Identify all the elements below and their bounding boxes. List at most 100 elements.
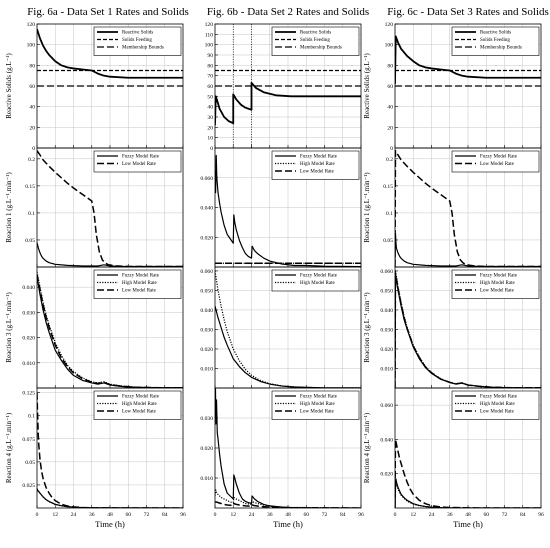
panel-title-6b-solids: Fig. 6b - Data Set 2 Rates and Solids [207,6,369,18]
panel-6c-r3: 0.010 0.020 0.030 0.040 0.050 0.060 Fuzzy Mode… [363,266,542,389]
legend-label: High Model Rate [300,281,335,286]
legend-label: Low Model Rate [480,410,515,415]
x-tick-label: 60 [483,512,489,518]
panel-6b-r4: 0.010 0.020 0.030 0 12 24 36 48 60 72 84 96 Fuzzy Mo… [200,387,364,529]
series-line-high-model-rate [37,488,183,508]
plot-frame [214,387,362,509]
panel-6c-solids: Fig. 6c - Data Set 3 Rates and Solids 0 20… [363,6,549,152]
legend-label: Low Model Rate [480,162,515,167]
y-tick-label: 60 [387,84,393,90]
legend: Reactive Solids Solids Feeding Membership … [271,26,360,56]
series-line-fuzzy-model-rate [215,154,361,267]
y-tick-label: 0.010 [380,366,393,372]
y-tick-label: 0.050 [380,288,393,294]
panel-6b-r1: 0.020 0.040 0.060 Fuzzy Model Rate High Mode… [200,147,362,268]
y-tick-label: 120 [205,22,214,28]
legend-label: Low Model Rate [480,289,515,294]
panel-title-6a-solids: Fig. 6a - Data Set 1 Rates and Solids [27,6,189,18]
legend-label: Fuzzy Model Rate [122,274,160,279]
y-tick-label: 0.020 [200,446,213,452]
y-tick-label: 0.030 [200,327,213,333]
legend: Fuzzy Model Rate High Model Rate Low Model… [451,390,540,420]
legend-label: Reactive Solids [300,31,331,36]
legend-label: High Model Rate [122,402,157,407]
panel-6a-r3: 0.010 0.020 0.030 0.040 Fuzzy Model Rate High… [5,266,184,389]
y-tick-label: 0 [210,146,213,152]
y-axis-label: Reaction 3 (g.L⁻¹.min⁻¹) [363,292,371,363]
y-axis-label: Reaction 3 (g.L⁻¹.min⁻¹) [5,292,13,363]
x-axis-label: Time (h) [95,519,125,529]
y-tick-label: 0.030 [22,310,35,316]
legend-label: High Model Rate [300,162,335,167]
y-tick-label: 0.040 [380,437,393,443]
y-tick-label: 20 [207,125,213,131]
legend: Fuzzy Model Rate High Model Rate Low Model… [93,390,182,420]
panel-6a-r4: 0.025 0.05 0.075 0.1 0.125 0 12 24 36 48 60 72 84 96 F… [5,387,186,529]
legend-label: High Model Rate [480,281,515,286]
plot-frame [36,387,184,509]
legend: Reactive Solids Solids Feeding Membership … [93,26,182,56]
y-tick-label: 0.050 [200,288,213,294]
x-tick-label: 48 [107,512,113,518]
y-tick-label: 0.040 [22,285,35,291]
legend-label: Fuzzy Model Rate [480,155,518,160]
y-tick-label: 0.020 [200,235,213,241]
y-axis-label: Reactive Solids (g.L⁻¹) [363,53,371,119]
panel-6a-solids: Fig. 6a - Data Set 1 Rates and Solids 0 20… [5,6,189,152]
y-tick-label: 80 [29,63,35,69]
y-tick-label: 100 [205,43,214,49]
x-tick-label: 48 [465,512,471,518]
panel-6c-r1: 0.05 0.1 0.15 0.2 Fuzzy Model Rate Low Model … [363,147,542,268]
y-tick-label: 20 [387,125,393,131]
x-tick-label: 0 [394,512,397,518]
x-tick-label: 60 [125,512,131,518]
legend-box [271,150,360,180]
legend-label: Solids Feeding [122,38,152,43]
legend-label: Fuzzy Model Rate [480,395,518,400]
series-line-low-model-rate [37,274,183,388]
x-tick-label: 84 [162,512,168,518]
legend: Fuzzy Model Rate High Model Rate Low Model… [271,390,360,420]
legend-label: Low Model Rate [300,410,335,415]
legend-label: Solids Feeding [480,38,510,43]
x-tick-label: 0 [214,512,217,518]
legend-label: Fuzzy Model Rate [122,395,160,400]
legend-label: Solids Feeding [300,38,330,43]
y-axis-label: Reaction 4 (g.L⁻¹.min⁻¹) [363,412,371,483]
y-tick-label: 0.010 [200,476,213,482]
x-tick-label: 0 [36,512,39,518]
x-tick-label: 48 [285,512,291,518]
legend-label: High Model Rate [480,402,515,407]
y-tick-label: 0.060 [200,176,213,182]
y-tick-label: 0.075 [22,437,35,443]
y-tick-label: 110 [205,32,213,38]
x-tick-label: 96 [358,512,364,518]
legend: Fuzzy Model Rate High Model Rate Low Model… [451,269,540,299]
panel-title-6c-solids: Fig. 6c - Data Set 3 Rates and Solids [387,6,549,18]
y-tick-label: 0.010 [22,361,35,367]
y-tick-label: 100 [27,43,36,49]
y-tick-label: 0.040 [380,308,393,314]
x-tick-label: 72 [144,512,150,518]
x-tick-label: 96 [538,512,544,518]
legend-label: Fuzzy Model Rate [300,274,338,279]
y-tick-label: 0.2 [28,157,35,163]
panel-6b-solids: Fig. 6b - Data Set 2 Rates and Solids 0 10… [205,6,370,152]
panel-6c-r4: 0.020 0.040 0.060 0 12 24 36 48 60 72 84 96 Fuzzy Mo… [363,387,544,529]
x-tick-label: 60 [303,512,309,518]
legend-label: Fuzzy Model Rate [300,155,338,160]
y-tick-label: 70 [207,74,213,80]
y-tick-label: 0.040 [200,308,213,314]
panel-6b-r3: 0.010 0.020 0.030 0.040 0.050 0.060 Fuzzy Mode… [200,266,362,389]
x-tick-label: 72 [322,512,328,518]
series-line-high-model-rate [215,270,361,388]
series-line-reactive-solids [395,35,541,84]
legend-label: Fuzzy Model Rate [122,155,160,160]
x-tick-label: 24 [429,512,435,518]
y-tick-label: 60 [29,84,35,90]
x-tick-label: 36 [447,512,453,518]
y-axis-label: Reaction 4 (g.L⁻¹.min⁻¹) [5,412,13,483]
y-tick-label: 0.030 [380,327,393,333]
y-tick-label: 10 [207,136,213,142]
